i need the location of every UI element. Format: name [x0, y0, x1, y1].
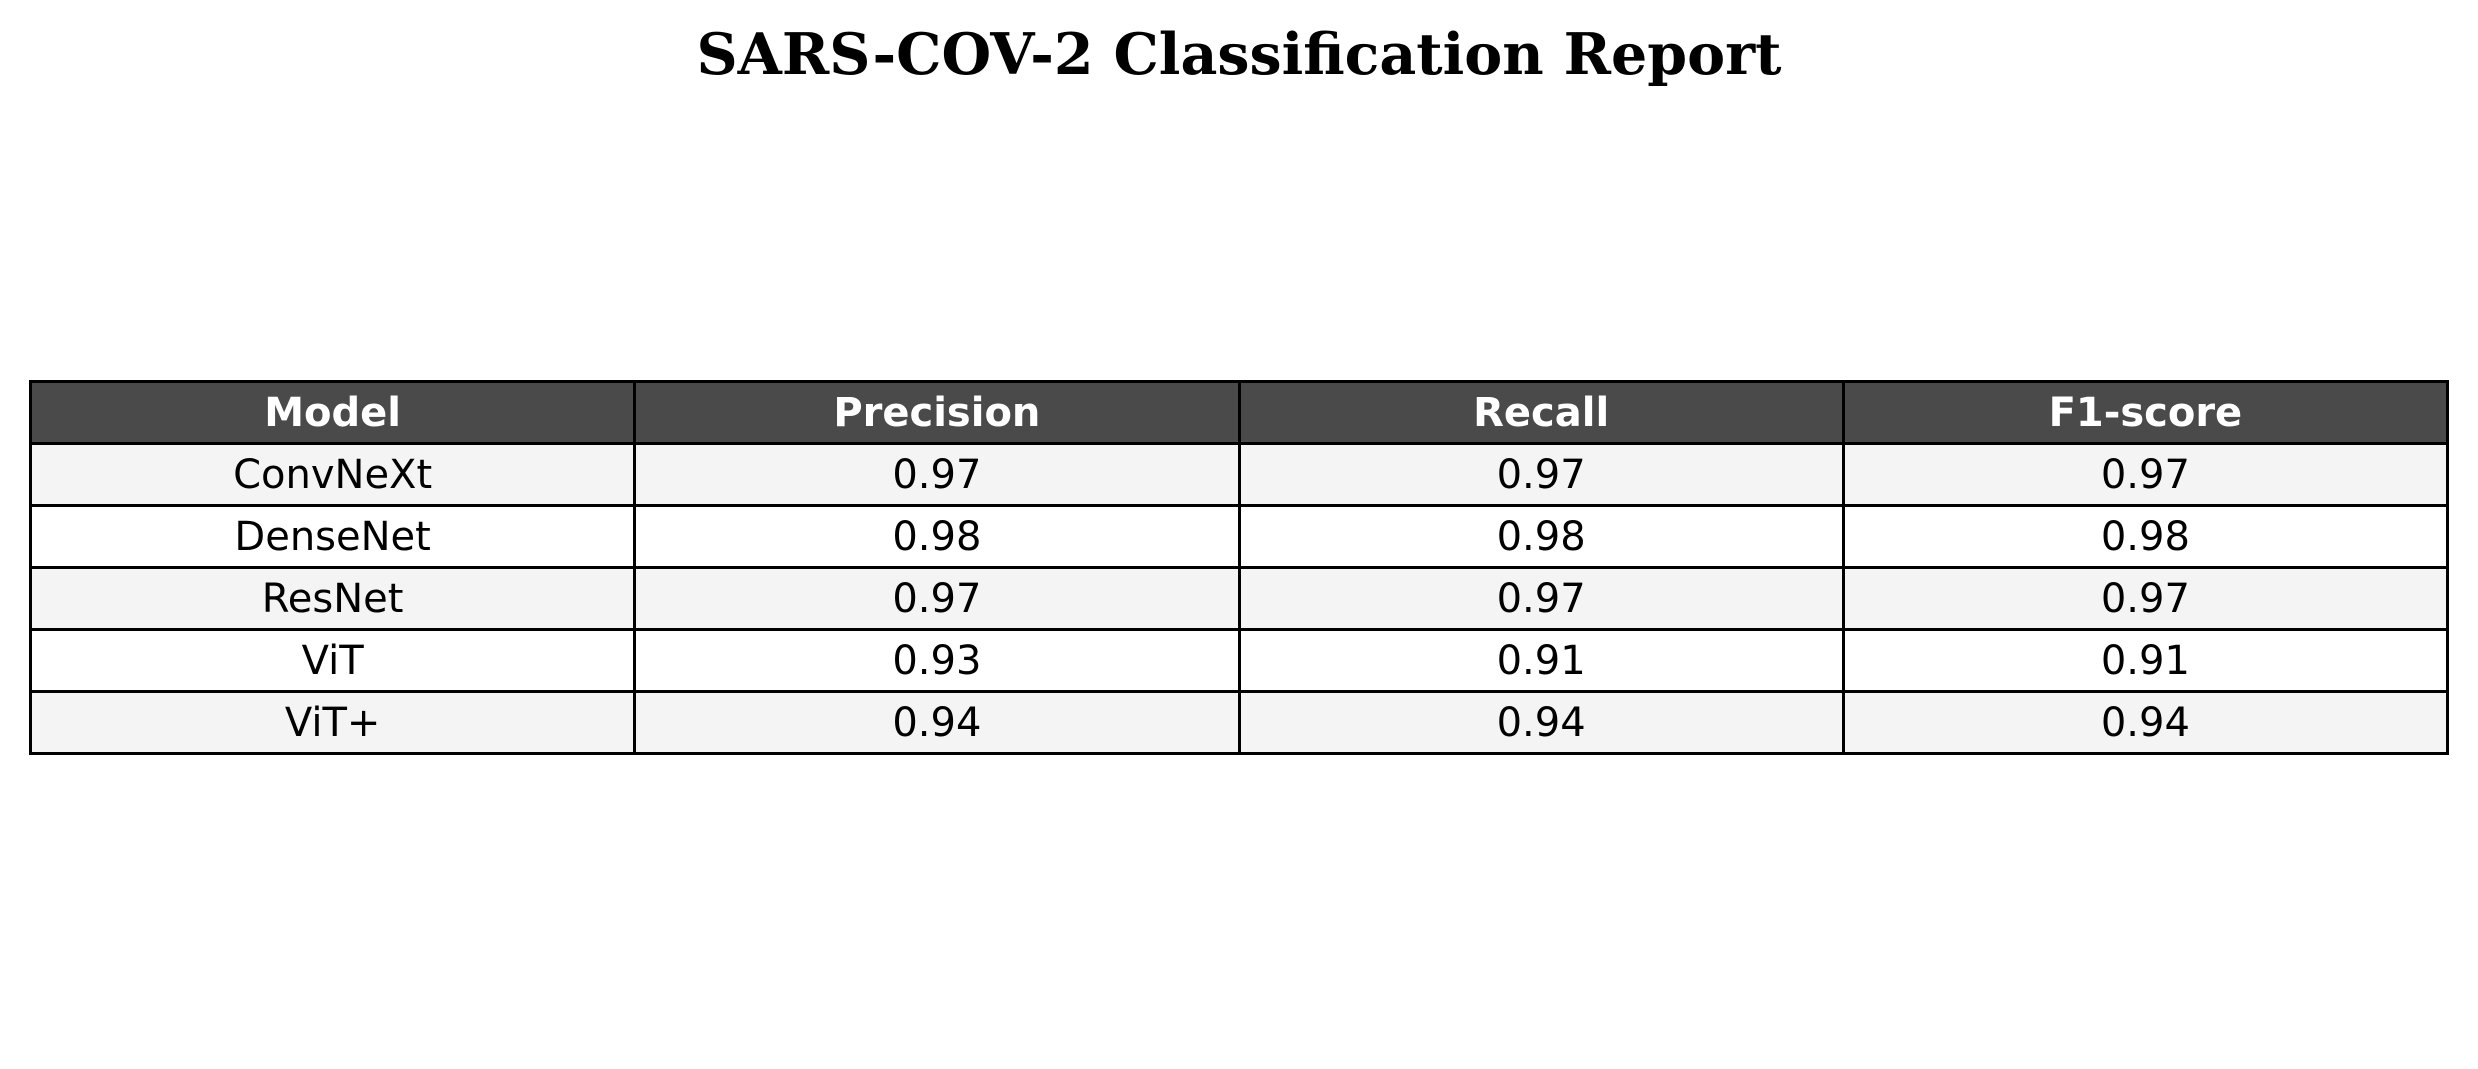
table-row: ConvNeXt 0.97 0.97 0.97 [28, 442, 2450, 507]
table-cell-precision: 0.93 [633, 628, 1241, 693]
table-cell-f1-score: 0.98 [1841, 504, 2450, 569]
table-row: DenseNet 0.98 0.98 0.98 [28, 504, 2450, 569]
table-cell-recall: 0.97 [1237, 442, 1845, 507]
column-header-f1-score: F1-score [1841, 380, 2450, 445]
classification-report-table: Model Precision Recall F1-score ConvNeXt 0.9… [28, 380, 2450, 755]
table-cell-f1-score: 0.91 [1841, 628, 2450, 693]
table-cell-model: DenseNet [28, 504, 637, 569]
table-cell-model: ViT+ [28, 690, 637, 755]
column-header-precision: Precision [633, 380, 1241, 445]
table-cell-recall: 0.91 [1237, 628, 1845, 693]
table-row: ViT 0.93 0.91 0.91 [28, 628, 2450, 693]
table-cell-recall: 0.94 [1237, 690, 1845, 755]
table-row: ViT+ 0.94 0.94 0.94 [28, 690, 2450, 755]
table-cell-precision: 0.98 [633, 504, 1241, 569]
table-cell-precision: 0.94 [633, 690, 1241, 755]
table-cell-f1-score: 0.97 [1841, 566, 2450, 631]
column-header-recall: Recall [1237, 380, 1845, 445]
table-cell-f1-score: 0.97 [1841, 442, 2450, 507]
table-header-row: Model Precision Recall F1-score [28, 380, 2450, 445]
table-cell-precision: 0.97 [633, 566, 1241, 631]
table-cell-model: ConvNeXt [28, 442, 637, 507]
table-row: ResNet 0.97 0.97 0.97 [28, 566, 2450, 631]
table-cell-recall: 0.98 [1237, 504, 1845, 569]
table-cell-recall: 0.97 [1237, 566, 1845, 631]
column-header-model: Model [28, 380, 637, 445]
table-cell-model: ViT [28, 628, 637, 693]
table-body: ConvNeXt 0.97 0.97 0.97 DenseNet 0.98 0.98 0.98… [28, 442, 2450, 755]
table-cell-precision: 0.97 [633, 442, 1241, 507]
table-cell-model: ResNet [28, 566, 637, 631]
table-cell-f1-score: 0.94 [1841, 690, 2450, 755]
chart-title: SARS-COV-2 Classification Report [696, 21, 1782, 88]
